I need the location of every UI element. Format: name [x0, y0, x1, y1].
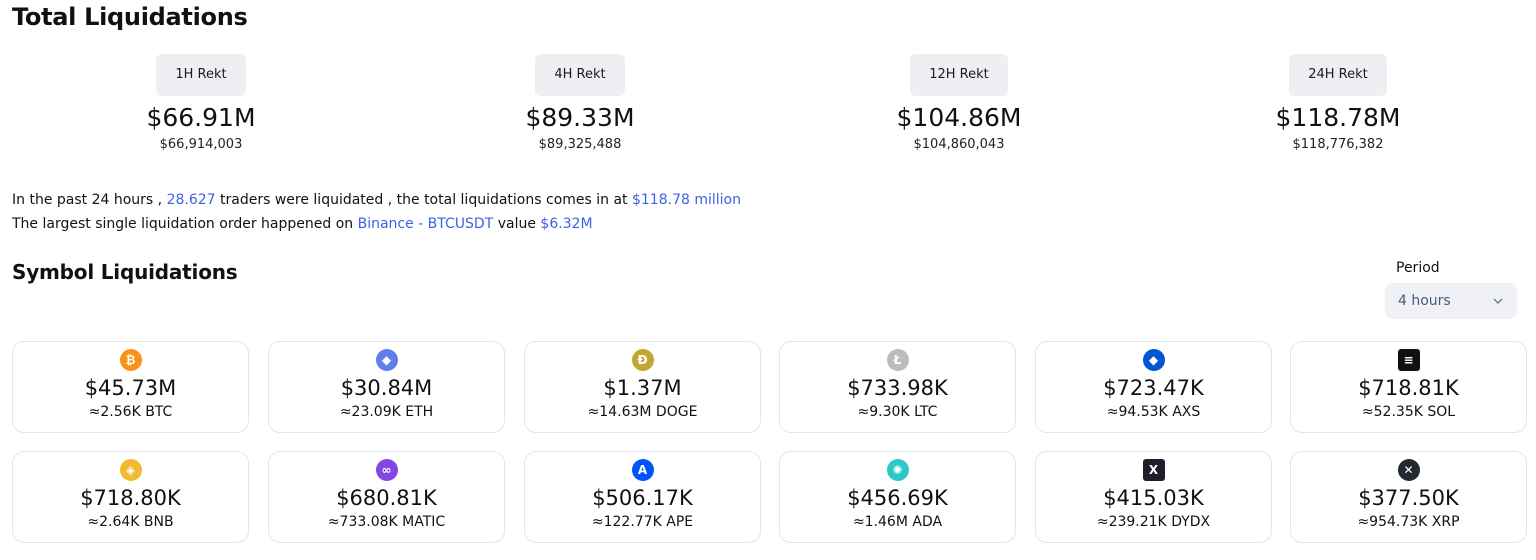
rekt-4h-tab[interactable]: 4H Rekt [535, 54, 625, 96]
rekt-1h: 1H Rekt $66.91M $66,914,003 [71, 54, 331, 152]
rekt-12h-value: $104.86M [896, 103, 1022, 132]
summary-text: The largest single liquidation order hap… [12, 216, 358, 232]
eth-icon: ◆ [375, 349, 398, 371]
period-value: 4 hours [1398, 293, 1451, 309]
matic-icon: ∞ [375, 459, 398, 481]
symbol-card-value: $1.37M [603, 376, 682, 400]
rekt-1h-tab[interactable]: 1H Rekt [156, 54, 246, 96]
chevron-down-icon [1493, 298, 1503, 304]
summary-line-1: In the past 24 hours , 28.627 traders we… [12, 188, 741, 212]
symbol-card-value: $723.47K [1103, 376, 1204, 400]
symbol-card[interactable]: ₿ $45.73M ≈2.56K BTC [12, 341, 249, 433]
rekt-4h-value: $89.33M [525, 103, 635, 132]
symbol-card[interactable]: A $506.17K ≈122.77K APE [524, 451, 761, 543]
rekt-24h-value: $118.78M [1275, 103, 1401, 132]
sol-icon: ≡ [1397, 349, 1420, 371]
symbol-card[interactable]: X $415.03K ≈239.21K DYDX [1035, 451, 1272, 543]
rekt-12h-tab[interactable]: 12H Rekt [910, 54, 1008, 96]
symbol-card-value: $415.03K [1103, 486, 1204, 510]
symbol-card[interactable]: ✺ $456.69K ≈1.46M ADA [779, 451, 1016, 543]
symbol-card[interactable]: Ł $733.98K ≈9.30K LTC [779, 341, 1016, 433]
symbol-card-amount: ≈2.56K BTC [88, 404, 173, 420]
rekt-24h-exact: $118,776,382 [1292, 137, 1384, 152]
period-label: Period [1396, 260, 1440, 276]
symbol-card-value: $733.98K [847, 376, 948, 400]
symbol-card-amount: ≈733.08K MATIC [327, 514, 446, 530]
ape-icon: A [631, 459, 654, 481]
xrp-icon: ✕ [1397, 459, 1420, 481]
rekt-4h-exact: $89,325,488 [538, 137, 622, 152]
symbol-card-amount: ≈239.21K DYDX [1096, 514, 1211, 530]
symbol-card-value: $377.50K [1358, 486, 1459, 510]
axs-icon: ◆ [1142, 349, 1165, 371]
dydx-icon: X [1142, 459, 1165, 481]
liquidation-summary: In the past 24 hours , 28.627 traders we… [12, 188, 741, 236]
largest-order-exchange-link[interactable]: Binance - BTCUSDT [357, 216, 494, 232]
rekt-12h: 12H Rekt $104.86M $104,860,043 [829, 54, 1089, 152]
symbol-card-value: $506.17K [592, 486, 693, 510]
doge-icon: Ð [631, 349, 654, 371]
rekt-1h-value: $66.91M [146, 103, 256, 132]
btc-icon: ₿ [119, 349, 142, 371]
symbol-card-amount: ≈94.53K AXS [1106, 404, 1201, 420]
rekt-12h-exact: $104,860,043 [913, 137, 1005, 152]
symbol-card[interactable]: ∞ $680.81K ≈733.08K MATIC [268, 451, 505, 543]
bnb-icon: ◈ [119, 459, 142, 481]
symbol-card-amount: ≈954.73K XRP [1357, 514, 1460, 530]
summary-text: traders were liquidated , the total liqu… [215, 192, 632, 208]
symbol-card-value: $680.81K [336, 486, 437, 510]
symbol-card[interactable]: ✕ $377.50K ≈954.73K XRP [1290, 451, 1527, 543]
ada-icon: ✺ [886, 459, 909, 481]
symbol-card[interactable]: ◈ $718.80K ≈2.64K BNB [12, 451, 249, 543]
symbol-card-value: $45.73M [84, 376, 177, 400]
period-select[interactable]: 4 hours [1385, 283, 1517, 319]
rekt-24h: 24H Rekt $118.78M $118,776,382 [1208, 54, 1468, 152]
symbol-card-value: $456.69K [847, 486, 948, 510]
symbol-card-amount: ≈23.09K ETH [339, 404, 434, 420]
total-liquidation-amount: $118.78 million [631, 192, 741, 208]
symbol-card[interactable]: ◆ $30.84M ≈23.09K ETH [268, 341, 505, 433]
symbol-card[interactable]: ◆ $723.47K ≈94.53K AXS [1035, 341, 1272, 433]
symbol-card[interactable]: ≡ $718.81K ≈52.35K SOL [1290, 341, 1527, 433]
symbol-card-amount: ≈9.30K LTC [857, 404, 938, 420]
summary-text: In the past 24 hours , [12, 192, 167, 208]
rekt-4h: 4H Rekt $89.33M $89,325,488 [450, 54, 710, 152]
summary-line-2: The largest single liquidation order hap… [12, 212, 741, 236]
symbol-card-value: $30.84M [340, 376, 433, 400]
symbol-card-amount: ≈14.63M DOGE [587, 404, 698, 420]
rekt-24h-tab[interactable]: 24H Rekt [1289, 54, 1387, 96]
page-title: Total Liquidations [12, 3, 248, 31]
symbol-card-amount: ≈2.64K BNB [87, 514, 174, 530]
symbol-card[interactable]: Ð $1.37M ≈14.63M DOGE [524, 341, 761, 433]
rekt-1h-exact: $66,914,003 [159, 137, 243, 152]
symbol-card-amount: ≈122.77K APE [591, 514, 694, 530]
symbol-card-value: $718.80K [80, 486, 181, 510]
symbol-card-amount: ≈52.35K SOL [1361, 404, 1456, 420]
symbol-card-value: $718.81K [1358, 376, 1459, 400]
summary-text: value [493, 216, 541, 232]
ltc-icon: Ł [886, 349, 909, 371]
symbol-card-amount: ≈1.46M ADA [852, 514, 943, 530]
traders-count: 28.627 [166, 192, 216, 208]
symbol-liquidations-title: Symbol Liquidations [12, 260, 238, 284]
largest-order-value: $6.32M [540, 216, 593, 232]
